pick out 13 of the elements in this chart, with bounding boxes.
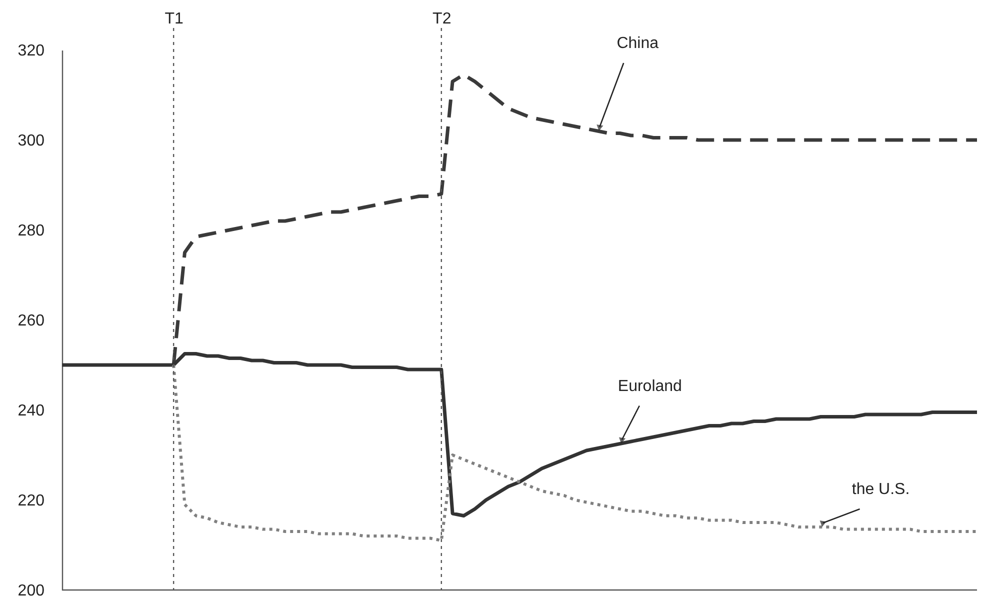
y-tick-label: 280 — [18, 222, 45, 240]
y-tick-label: 300 — [18, 132, 45, 150]
y-tick-label: 220 — [18, 492, 45, 510]
text: Euroland — [618, 378, 682, 395]
line-series — [172, 364, 978, 542]
text: China — [616, 35, 659, 52]
y-tick-label: 260 — [18, 312, 45, 330]
x-tick-label: T1 — [164, 10, 184, 28]
series-label: the U.S. — [852, 481, 910, 498]
y-tick-label: 240 — [18, 402, 45, 420]
y-tick-label: 200 — [18, 582, 45, 600]
y-tick-label: 320 — [18, 42, 45, 60]
x-tick-label: T2 — [432, 10, 452, 28]
